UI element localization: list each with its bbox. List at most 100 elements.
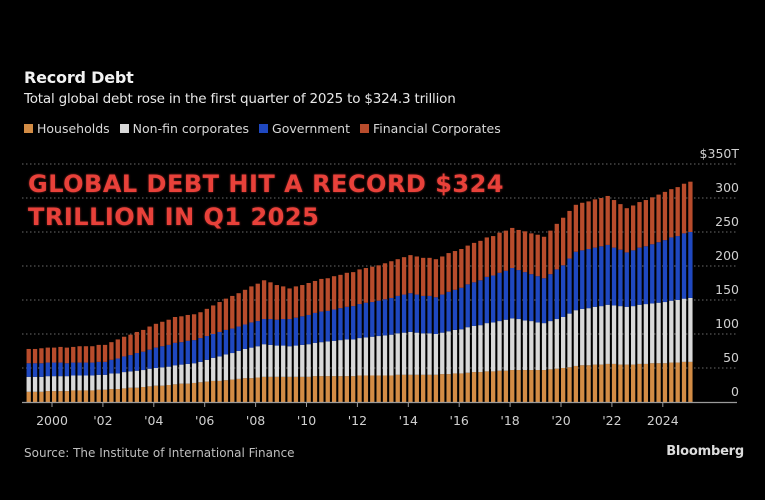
bar-stack [611,200,617,402]
bar-stack [522,231,528,402]
bar-segment [236,326,241,351]
bar-segment [128,387,133,402]
bar-segment [363,268,369,303]
bar-segment [510,268,515,319]
bar-segment [287,288,292,320]
legend-item-households: Households [24,121,110,136]
bar-segment [580,365,585,402]
bar-stack [83,346,89,402]
bar-stack [217,302,222,402]
bar-segment [522,272,528,321]
bar-stack [414,256,419,402]
bar-segment [401,294,407,333]
bar-segment [656,242,661,303]
bar-stack [510,227,515,402]
bar-segment [650,363,655,402]
bar-segment [459,373,464,402]
bar-segment [433,297,439,334]
bar-segment [459,329,464,374]
bar-stack [351,272,356,402]
bar-segment [32,391,38,402]
bar-segment [370,266,375,303]
bar-stack [331,276,337,402]
bar-segment [39,363,44,377]
bar-segment [255,377,260,402]
legend-label: Households [37,121,110,136]
bar-segment [522,231,528,273]
bar-stack [586,201,591,402]
bar-segment [554,269,559,320]
bar-segment [109,342,114,360]
bar-segment [261,344,267,377]
bar-segment [561,368,566,402]
bar-segment [325,376,330,402]
bar-stack [656,194,661,402]
bar-segment [344,306,349,340]
bar-segment [401,332,407,375]
y-tick-label: 300 [715,180,739,195]
bar-segment [52,362,57,377]
bar-segment [204,308,209,337]
bar-segment [64,363,70,377]
legend-label: Government [272,121,350,136]
bar-segment [529,274,534,322]
bar-segment [497,321,502,371]
bar-segment [561,217,566,266]
bar-segment [662,363,668,402]
bar-stack [650,197,655,402]
bar-segment [510,318,515,371]
y-tick-label: 250 [715,214,739,229]
bar-stack [630,205,636,402]
bar-segment [548,230,553,275]
bar-segment [217,331,222,357]
bar-segment [160,321,165,347]
legend-label: Non-fin corporates [132,121,250,136]
bar-stack [363,268,369,402]
bar-segment [624,252,629,307]
bar-segment [242,348,248,379]
bar-segment [618,249,623,307]
bar-segment [211,380,216,402]
bar-segment [185,340,190,364]
bar-segment [408,255,413,294]
bar-segment [71,375,76,391]
bar-segment [688,297,693,362]
bar-segment [452,251,458,290]
bar-segment [688,361,693,402]
bar-segment [32,376,38,392]
bar-segment [300,285,305,317]
bar-segment [459,287,464,330]
bar-segment [300,344,305,377]
bar-segment [662,191,668,241]
bar-segment [179,316,184,343]
bar-segment [83,375,89,391]
bar-segment [401,257,407,295]
bar-segment [96,389,101,402]
bar-segment [281,345,286,377]
bar-segment [338,308,343,341]
bar-segment [71,362,76,376]
bar-segment [618,364,623,402]
bar-segment [586,365,591,402]
x-tick-label: '14 [399,413,418,428]
bar-segment [338,340,343,377]
bar-segment [274,285,279,320]
bar-segment [376,336,381,376]
bar-segment [605,304,610,364]
bar-segment [662,302,668,364]
bar-segment [370,336,375,376]
bar-segment [331,376,337,402]
bar-segment [306,314,311,345]
y-axis: 0 50 100 150 200 250 300 $350T [700,146,740,399]
bar-segment [465,284,470,328]
bar-segment [147,386,152,402]
bar-segment [446,253,451,292]
bar-segment [465,327,470,373]
bar-segment [401,374,407,402]
bar-segment [389,334,394,376]
bar-segment [281,376,286,402]
bar-segment [541,236,547,279]
bar-segment [599,198,604,247]
bar-stack [255,283,260,402]
